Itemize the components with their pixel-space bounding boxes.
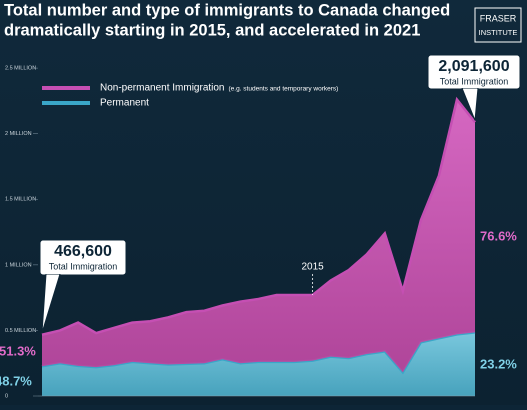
legend-note: (e.g. students and temporary workers) [229,86,339,93]
y-tick-label: 1 MILLION [5,262,32,268]
line [41,96,476,336]
legend-label: Non-permanent Immigration [100,83,225,94]
x-tick-label: 2015 [302,262,325,273]
callout-value: 2,091,600 [438,58,509,75]
plot: 0 0.5 MILLION 1 MILLION 1.5 MILLION 2 MILLIO… [0,54,521,399]
y-tick-label: 2 MILLION [5,131,32,137]
title-line: dramatically starting in 2015, and accel… [4,21,420,39]
percent-label: 48.7% [0,373,32,388]
y-tick-label: 0 [5,393,8,399]
callout-caption: Total Immigration [49,261,118,271]
percent-label: 76.6% [480,228,517,243]
logo-text: INSTITUTE [479,28,518,37]
callout-caption: Total Immigration [440,76,509,86]
y-tick-label: 2.5 MILLION [5,66,36,72]
callout-cover [41,241,125,274]
callout-cover [429,56,519,88]
legend-label: Permanent [100,98,149,109]
logo-text: FRASER [480,13,517,23]
percent-label: 51.3% [0,343,36,358]
percent-label: 23.2% [480,356,517,371]
y-tick-label: 0.5 MILLION [5,328,36,334]
area [42,332,475,396]
logo-box [474,7,522,43]
area [42,99,475,373]
y-tick-label: 1.5 MILLION [5,197,36,203]
callout-value: 466,600 [54,243,112,260]
title-line: Total number and type of immigrants to C… [4,1,450,19]
